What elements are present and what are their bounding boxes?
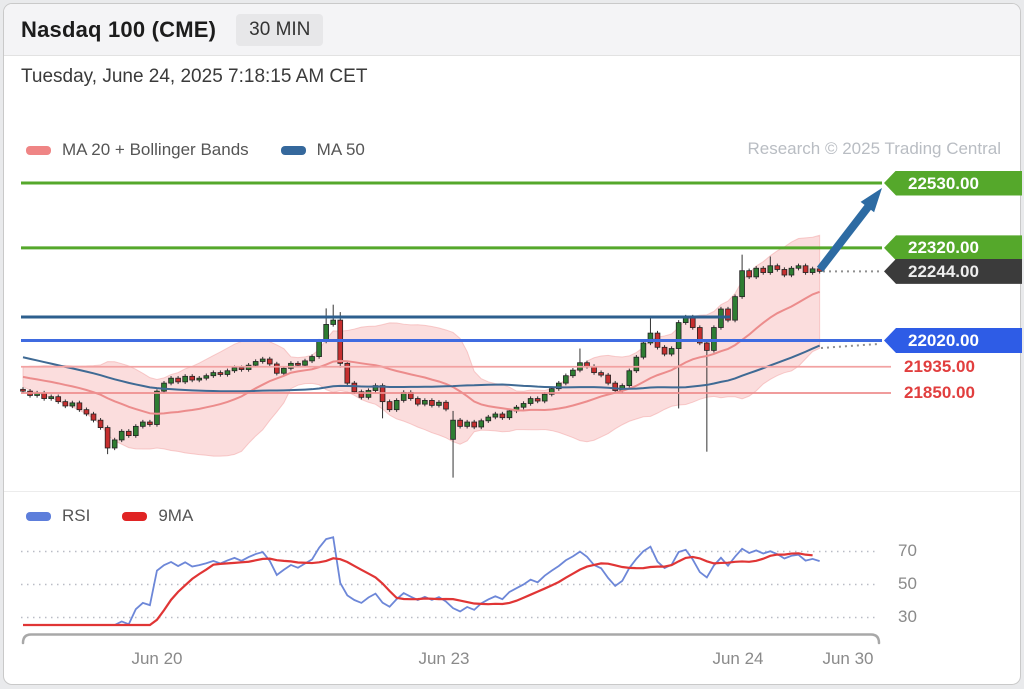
ma50-label: MA 50 [316, 140, 365, 159]
x-axis-label-jun30: Jun 30 [822, 649, 874, 668]
main-legend: MA 20 + Bollinger Bands MA 50 [26, 140, 397, 160]
timestamp: Tuesday, June 24, 2025 7:18:15 AM CET [21, 66, 368, 87]
last-price-tag: 22244.00 [884, 258, 1022, 284]
rsi-9ma-label: 9MA [158, 506, 194, 525]
support-label-21850: 21850.00 [904, 383, 975, 402]
x-axis-label-jun24: Jun 24 [712, 649, 764, 668]
research-credit: Research © 2025 Trading Central [747, 139, 1002, 158]
x-axis-label-jun20: Jun 20 [131, 649, 183, 668]
instrument-title: Nasdaq 100 (CME) [21, 16, 217, 42]
support-label-21935: 21935.00 [904, 356, 975, 376]
header-bar: Nasdaq 100 (CME) 30 MIN [4, 4, 1020, 56]
panel-divider [4, 491, 1020, 492]
rsi-9ma-swatch [122, 511, 148, 521]
support-tag-22020: 22020.00 [884, 328, 1022, 353]
rsi-label: RSI [62, 506, 91, 525]
ma50-swatch [280, 145, 306, 155]
rsi-tick-50: 50 [898, 573, 917, 593]
rsi-legend: RSI 9MA [26, 506, 225, 526]
resistance-tag-22320: 22320.00 [884, 235, 1022, 261]
x-axis-label-jun23: Jun 23 [418, 649, 470, 668]
ma20-bollinger-label: MA 20 + Bollinger Bands [62, 140, 249, 159]
interval-badge: 30 MIN [236, 13, 324, 46]
rsi-tick-70: 70 [898, 540, 917, 560]
rsi-swatch [26, 511, 51, 521]
rsi-tick-30: 30 [898, 606, 917, 626]
resistance-tag-22530: 22530.00 [884, 170, 1022, 196]
chart-card: Nasdaq 100 (CME) 30 MIN Tuesday, June 24… [3, 3, 1022, 685]
ma20-bollinger-swatch [26, 145, 51, 155]
